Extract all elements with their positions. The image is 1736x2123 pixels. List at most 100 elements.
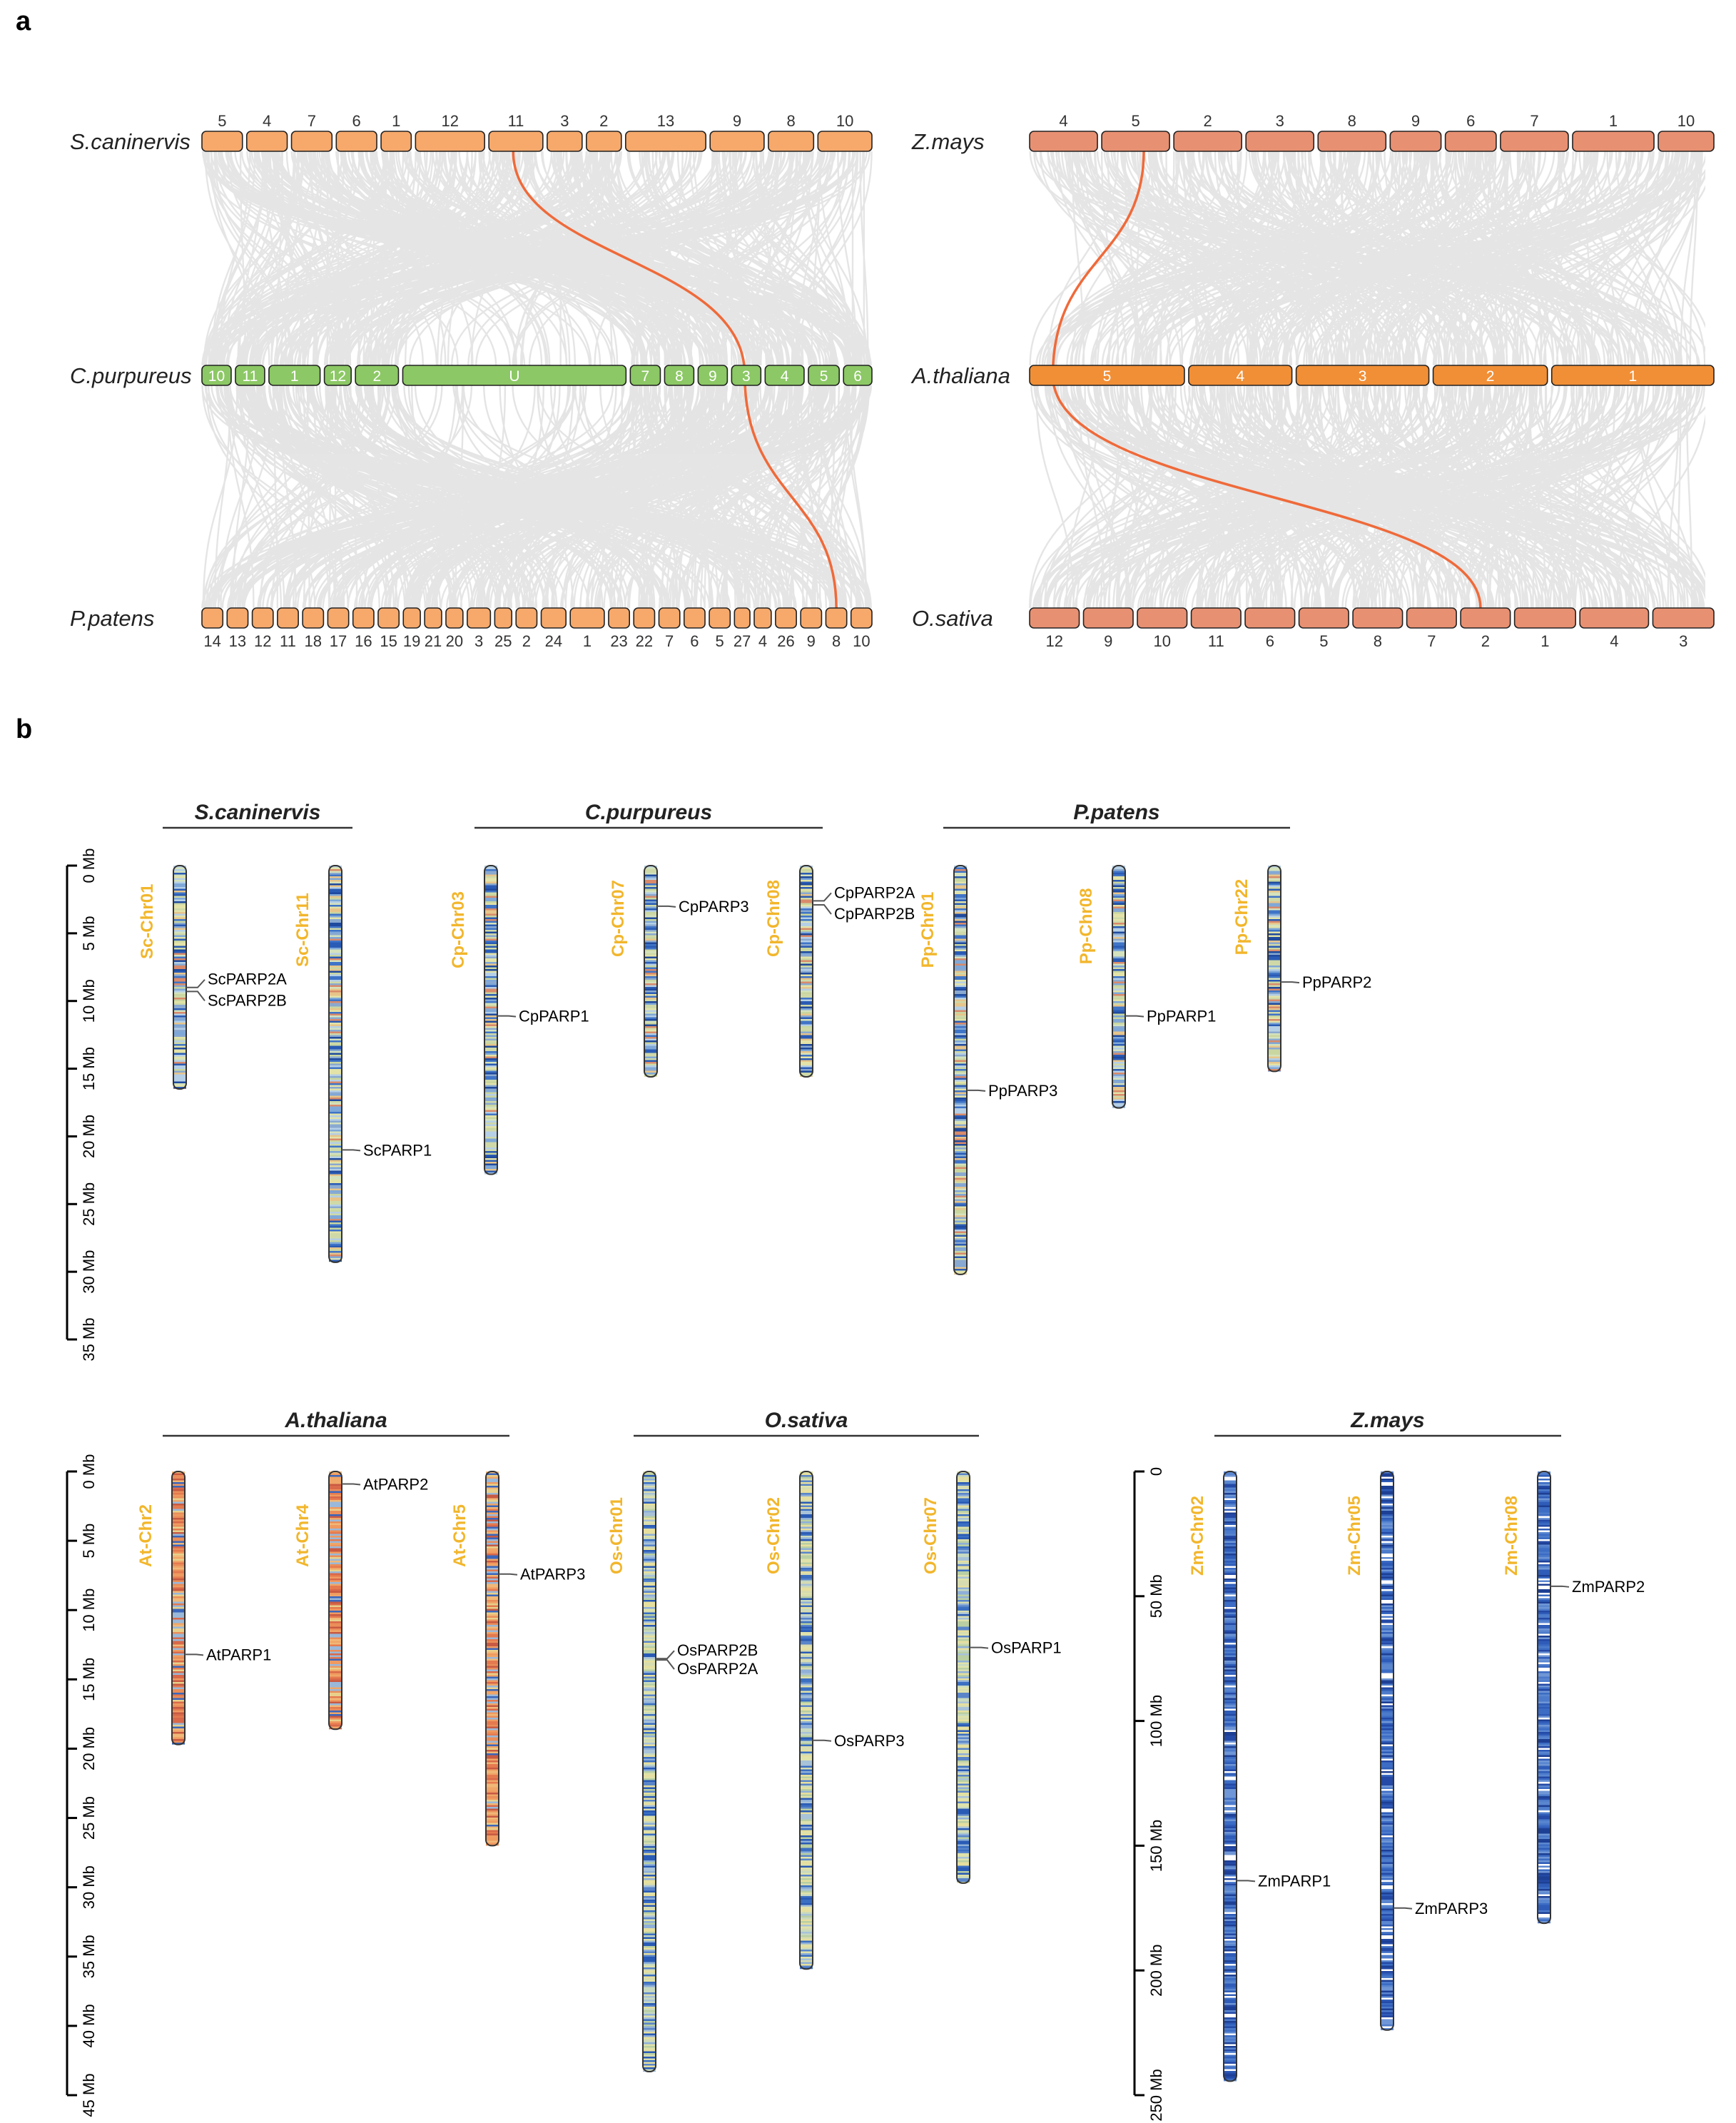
chromosome-band [1112,992,1125,995]
chromosome-band [643,1725,656,1727]
chromosome-number: 10 [1677,112,1695,130]
chromosome-band [954,1163,967,1166]
chromosome-band [329,921,342,923]
chromosome-band [484,1123,497,1125]
chromosome-band [644,971,657,973]
chromosome-band [1224,1718,1237,1720]
chromosome-band [957,1575,970,1577]
chromosome-band [800,1479,813,1481]
chromosome-band [1381,1921,1394,1923]
chromosome-band [1381,2007,1394,2009]
chromosome-band [1381,1837,1394,1840]
chromosome-band [1112,928,1125,931]
chromosome-band [1381,2019,1394,2022]
chromosome-band [1112,1074,1125,1077]
chromosome-band [1224,1958,1237,1961]
chromosome-band [643,1821,656,1823]
chromosome-band [486,1765,499,1768]
chromosome-band [643,2058,656,2061]
chromosome-band [954,1172,967,1175]
chromosome-band [1224,1705,1237,1708]
chromosome-band [1538,1848,1550,1850]
chromosome-band [172,1673,185,1676]
chromosome-band [800,1589,813,1591]
chromosome-band [1224,1805,1237,1808]
chromosome-band [957,1837,970,1840]
chromosome-band [954,1222,967,1225]
axis-tick-label: 200 Mb [1147,1945,1165,1997]
chromosome-band [800,926,813,928]
chromosome-band [644,978,657,981]
chromosome-band [644,985,657,988]
chromosome-band [173,913,186,916]
chromosome-band [800,1794,813,1797]
chromosome-band [954,1258,967,1260]
chromosome-band [329,1167,342,1170]
chromosome-band [484,1045,497,1048]
chromosome-band [954,1169,967,1171]
chromosome-band [1538,1543,1550,1545]
chromosome-band [644,1070,657,1073]
chromosome-band [329,883,342,886]
chromosome-band [329,1486,342,1488]
chromosome-band [643,1641,656,1643]
chromosome-band [486,1643,499,1645]
chromosome-band [173,903,186,906]
chromosome-band [957,1686,970,1688]
chromosome-band [329,1534,342,1536]
chromosome-band [1538,1919,1550,1922]
chromosome-band [1538,1683,1550,1686]
chromosome-band [644,901,657,903]
chromosome-band [1381,1812,1394,1815]
chromosome-band [1381,1733,1394,1736]
chromosome-band [1224,1726,1237,1729]
chromosome-band [484,1010,497,1013]
chromosome-band [484,881,497,884]
chromosome-band [1224,1894,1237,1897]
chromosome-band [1224,1746,1237,1748]
chromosome-band [329,1055,342,1057]
chromosome-band [800,881,813,884]
chromosome-band [329,1237,342,1239]
chromosome-band [643,1917,656,1920]
chromosome-band [800,1534,813,1536]
chromosome-band [644,917,657,920]
chromosome-band [329,980,342,982]
chromosome-band [1381,1475,1394,1477]
chromosome-band [957,1800,970,1802]
chromosome-band [1381,1496,1394,1499]
chromosome-band [1112,955,1125,957]
chromosome-band [486,1628,499,1631]
chromosome-band [643,1529,656,1531]
chromosome-band [957,1519,970,1522]
chromosome-band [329,1199,342,1202]
chromosome-band [172,1529,185,1531]
chromosome-band [643,1571,656,1574]
chromosome-band [1224,1903,1237,1905]
chromosome-band [1381,1953,1394,1955]
chromosome-band [484,876,497,878]
chromosome-band [484,894,497,896]
synteny-links-middle-bottom [201,385,873,609]
chromosome-band [1224,1653,1237,1656]
chromosome-band [954,1113,967,1116]
chromosome: Pp-Chr01 [918,865,968,1275]
chromosome-band [172,1728,185,1731]
chromosome-band [484,1023,497,1025]
chromosome-band [1224,1596,1237,1598]
chromosome-band [486,1582,499,1584]
chromosome-block [1432,365,1548,386]
chromosome-band [643,1537,656,1540]
chromosome-band [1224,1869,1237,1872]
species-title: C.purpureus [585,801,712,824]
chromosome-band [800,976,813,978]
chromosome-band [1268,981,1281,984]
chromosome-band [484,1135,497,1137]
chromosome-band [486,1698,499,1701]
chromosome-block [1082,607,1134,629]
chromosome-block [800,607,823,629]
chromosome-band [800,1939,813,1941]
chromosome-band [1224,1728,1237,1731]
chromosome-band [172,1600,185,1602]
chromosome-band [957,1865,970,1868]
